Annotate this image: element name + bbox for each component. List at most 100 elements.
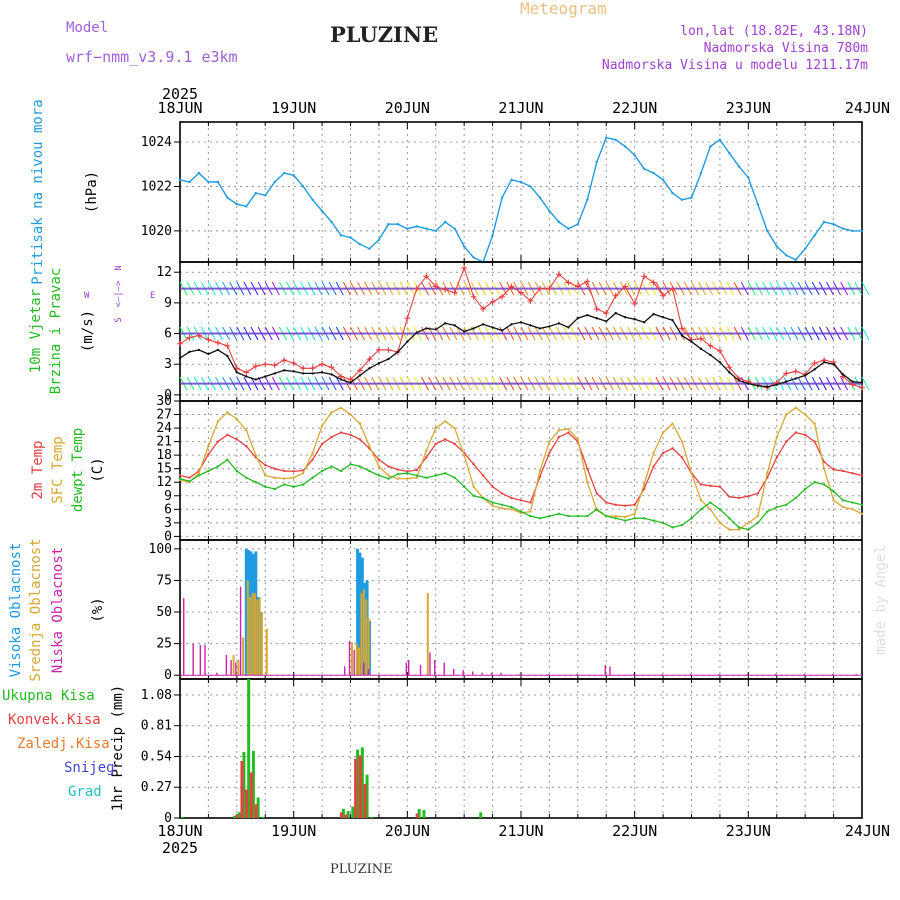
dew-line-point	[718, 508, 722, 511]
dew-line-point	[339, 469, 343, 473]
gust-marker	[622, 283, 629, 290]
gust-marker	[470, 293, 477, 300]
wind-line-point	[415, 331, 419, 334]
sfc-line-point	[462, 453, 466, 457]
wind-line-point	[245, 375, 248, 378]
dew-line-point	[529, 514, 532, 518]
precip-legend-item: Konvek.Kisa	[8, 712, 101, 728]
gust-marker	[177, 340, 183, 347]
x-tick-label-bottom: 19JUN	[271, 822, 316, 840]
cloud-unit: (%)	[90, 597, 106, 622]
wind-line-point	[642, 321, 646, 324]
gust-marker	[375, 346, 382, 353]
low_cloud-bar	[348, 641, 351, 676]
gust-marker	[413, 285, 420, 292]
wind-line-point	[320, 371, 324, 374]
wind-line-point	[803, 374, 807, 377]
mid_cloud-bar	[360, 593, 363, 676]
dew-line-point	[690, 517, 693, 520]
wind-line-point	[860, 381, 864, 384]
total_precip-bar	[261, 816, 265, 818]
gust-marker	[205, 336, 212, 343]
low_cloud-bar	[363, 662, 365, 676]
pressure-line-point	[756, 203, 760, 206]
gust-marker	[423, 273, 430, 280]
sfc-line-point	[567, 427, 570, 431]
pressure-line-point	[832, 223, 835, 226]
pressure-line-point	[529, 185, 532, 188]
pressure-line-point	[320, 209, 324, 213]
t2m-line-point	[605, 501, 608, 504]
low_cloud-bar	[353, 649, 355, 676]
wind-line-point	[377, 361, 381, 365]
sfc-line-point	[264, 474, 267, 477]
compass-s: S	[114, 317, 124, 322]
dew-line-point	[671, 526, 674, 529]
mid_cloud-bar	[358, 647, 361, 676]
gust-marker	[489, 298, 496, 305]
wind-line	[179, 312, 863, 388]
total_precip-bar	[232, 815, 236, 818]
x-tick-label-top: 21JUN	[498, 99, 543, 117]
total_precip-bar	[242, 751, 246, 818]
dew-line-point	[330, 465, 333, 468]
dew-line-point	[633, 517, 636, 520]
t2m-line-point	[529, 501, 532, 504]
wind-line-point	[444, 322, 447, 325]
dew-line-point	[728, 517, 731, 520]
wind-line-point	[661, 315, 665, 319]
precip-legend-item: Grad	[68, 784, 102, 800]
wind-line-point	[311, 372, 314, 375]
low_cloud-bar	[632, 673, 635, 676]
dew-line-point	[207, 469, 210, 473]
total_precip-bar	[422, 810, 426, 818]
wind-line-point	[567, 326, 570, 329]
panel-frame-pressure	[179, 121, 863, 263]
wind-barb	[861, 376, 870, 391]
t2m-line-point	[339, 431, 343, 434]
wind-line-point	[766, 385, 769, 388]
model-name: wrf−nmm_v3.9.1 e3km	[66, 48, 238, 66]
pressure-line-point	[254, 191, 257, 195]
gust-marker	[385, 346, 392, 353]
wind-line-point	[756, 384, 760, 387]
wind-line-point	[709, 353, 712, 357]
t2m-line-point	[434, 442, 437, 446]
gust-marker	[555, 271, 562, 278]
dew-line-point	[813, 481, 816, 484]
low_cloud-bar	[661, 673, 663, 676]
precip-axis-title: 1hr Precip (mm)	[110, 685, 126, 811]
pressure-line-point	[510, 178, 513, 181]
x-tick-label-top: 20JUN	[385, 99, 430, 117]
low_cloud-bar	[547, 673, 550, 676]
y-tick-label: 25	[156, 637, 172, 652]
t2m-line-point	[444, 438, 447, 441]
pressure-line-point	[766, 229, 769, 233]
pressure-line-point	[415, 225, 419, 228]
pressure-line-point	[747, 176, 750, 179]
dew-line-point	[510, 505, 513, 509]
low_cloud-bar	[775, 673, 777, 676]
t2m-line-point	[661, 451, 665, 455]
sfc-line-point	[273, 476, 276, 479]
wind-line-point	[605, 320, 608, 323]
y-tick-label: 3	[164, 516, 172, 531]
gust-marker	[660, 292, 667, 299]
mid_cloud-bar	[253, 593, 256, 676]
convective-bar	[240, 761, 244, 818]
y-tick-label: 0	[164, 811, 172, 826]
t2m-line-point	[756, 492, 760, 495]
sfc-line-point	[756, 514, 760, 518]
low_cloud-bar	[604, 665, 606, 676]
wind-line-point	[747, 382, 750, 385]
t2m-line-point	[832, 468, 835, 471]
low_cloud-bar	[239, 586, 242, 676]
sfc-line-point	[368, 444, 371, 448]
y-tick-label: 6	[164, 502, 172, 517]
gust-marker	[499, 293, 506, 300]
total_precip-bar	[251, 750, 255, 818]
mid_cloud-bar	[242, 637, 245, 676]
t2m-line-point	[425, 456, 428, 459]
t2m-line-point	[557, 435, 561, 439]
pressure-line-point	[462, 245, 466, 248]
